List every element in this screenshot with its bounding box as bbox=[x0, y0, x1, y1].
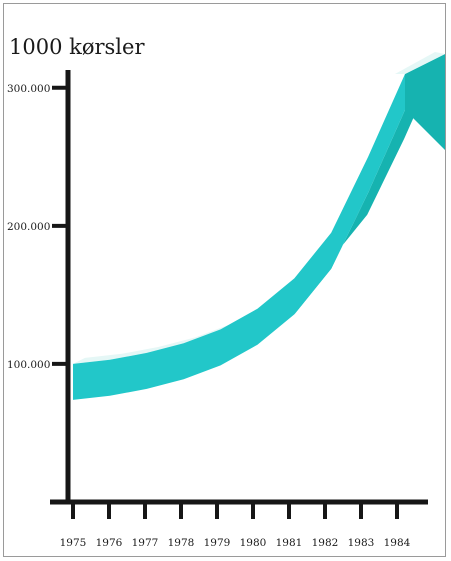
axes bbox=[50, 70, 428, 505]
data-ribbon bbox=[73, 52, 445, 400]
ribbon-end-cap-top bbox=[395, 52, 445, 74]
y-tick-label: 200.000 bbox=[7, 221, 50, 233]
x-tick-label: 1976 bbox=[96, 537, 123, 549]
x-tick-label: 1981 bbox=[276, 537, 303, 549]
chart-title: 1000 kørsler bbox=[9, 35, 145, 59]
x-tick-label: 1984 bbox=[384, 537, 411, 549]
ribbon-side-face bbox=[294, 56, 441, 315]
chart-frame: 1000 kørsler 100.000 200.000 300.000 1975 1… bbox=[3, 3, 446, 557]
x-tick-label: 1975 bbox=[60, 537, 87, 549]
x-tick-label: 1983 bbox=[348, 537, 375, 549]
ribbon-end-cap bbox=[405, 54, 445, 150]
x-tick-label: 1980 bbox=[240, 537, 267, 549]
y-axis-ticks: 100.000 200.000 300.000 bbox=[7, 83, 70, 371]
x-tick-label: 1982 bbox=[312, 537, 339, 549]
x-tick-label: 1977 bbox=[132, 537, 159, 549]
x-tick-label: 1979 bbox=[204, 537, 231, 549]
y-tick-label: 300.000 bbox=[7, 83, 50, 95]
y-tick-label: 100.000 bbox=[7, 359, 50, 371]
x-tick-label: 1978 bbox=[168, 537, 195, 549]
ribbon-front-face bbox=[73, 74, 405, 400]
x-axis-ticks: 1975 1976 1977 1978 1979 1980 1981 1982 1983 1984 bbox=[60, 502, 411, 549]
